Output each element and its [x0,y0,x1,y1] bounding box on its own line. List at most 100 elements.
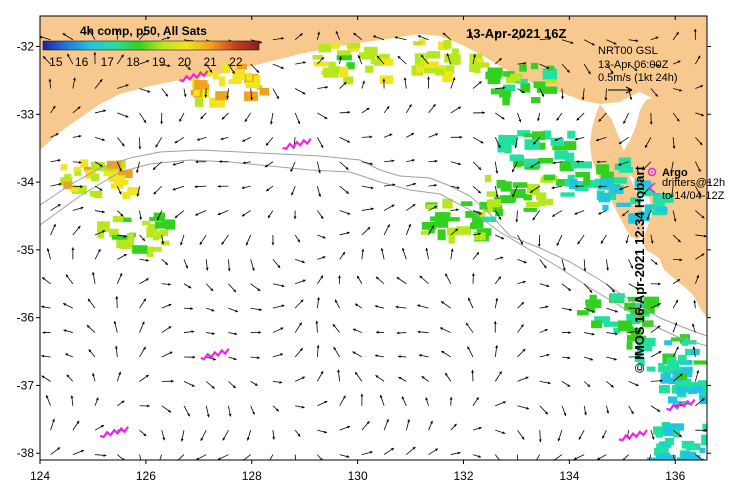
sst-pixel [438,65,455,75]
current-vector [561,331,571,335]
sst-pixel [486,199,501,208]
current-vector [272,353,284,358]
current-vector [417,304,429,309]
current-vector [183,381,195,387]
current-vector [379,394,385,406]
current-vector [494,186,499,198]
sst-pixel [560,192,575,197]
current-vector [532,210,541,221]
current-vector [597,185,607,188]
current-vector [88,29,96,40]
current-vector [265,185,274,192]
current-vector [529,185,540,193]
current-vector [361,80,365,89]
current-vector [583,63,591,75]
current-vector [405,223,411,236]
current-vector [695,428,707,432]
current-vector [444,372,452,382]
sst-pixel [702,423,707,433]
current-vector [291,185,296,196]
current-vector [317,56,325,65]
sst-pixel [469,59,478,67]
current-vector [174,210,185,219]
current-vector [539,405,549,415]
current-vector [352,351,363,358]
sst-pixel [364,46,378,57]
sst-pixel [495,208,503,217]
sst-pixel [132,245,148,254]
current-vector [50,105,56,114]
current-vector [628,381,639,387]
current-vector [495,256,504,260]
current-vector [561,307,573,312]
current-vector [577,234,585,245]
current-vector [115,296,119,309]
current-vector [450,451,461,455]
argo-track [618,429,648,442]
current-vector [398,376,407,382]
current-vector [72,77,76,89]
sst-pixel [617,320,633,332]
sst-pixel [619,166,633,173]
current-vector [217,454,229,460]
current-vector [117,210,124,217]
sst-pixel [706,431,707,440]
current-vector [46,248,51,260]
current-vector [161,430,166,441]
current-vector [517,61,527,65]
current-vector [650,63,661,67]
sst-pixel [540,134,551,140]
sst-patch [576,293,660,337]
info-vector-scale: 0.5m/s (1kt 24h) [598,72,677,84]
current-vector [650,303,662,309]
current-vector [621,210,629,217]
current-vector [692,346,696,358]
current-vector [583,381,591,388]
colorbar-tick-label: 20 [178,55,192,69]
sst-pixel [503,134,518,146]
current-vector [374,354,385,358]
sst-pixel [200,89,210,98]
latitude-axis: -32 -33 -34 -35 -36 -37 -38 [17,40,711,460]
sst-pixel [570,161,579,169]
current-vector [646,210,652,221]
current-vector [628,329,641,333]
current-vector [494,297,499,309]
current-vector [228,307,239,313]
current-vector [537,112,541,122]
current-vector [250,88,254,101]
plot-frame [39,15,708,461]
current-vector [439,327,451,333]
current-vector [116,54,124,65]
current-vector [383,224,390,236]
sst-pixel [110,183,124,189]
sst-pixel [510,73,521,82]
current-vector [117,112,129,118]
current-vector [206,307,215,312]
sst-pixel [644,296,660,308]
current-vector [672,278,681,285]
current-vector [606,283,616,293]
sst-pixel [472,217,484,229]
sst-pixel [443,39,452,49]
current-vector [50,133,59,138]
current-vector [561,283,572,292]
current-vector [465,322,474,333]
current-vector [551,210,563,217]
current-vector [139,346,146,358]
sst-pixel [259,87,270,96]
sst-pixel [613,327,621,333]
sst-pixel [498,134,510,145]
current-vector [339,81,347,89]
current-vector [117,234,127,238]
sst-pixel [442,71,453,83]
current-vector [205,381,215,389]
sst-pixel [199,83,210,92]
current-vector [494,161,499,174]
sst-pixel [146,227,154,238]
lon-tick-label: 136 [665,469,685,483]
current-vector [552,161,563,165]
current-vector [628,63,638,72]
current-vector [382,78,386,89]
current-vector [228,332,238,336]
